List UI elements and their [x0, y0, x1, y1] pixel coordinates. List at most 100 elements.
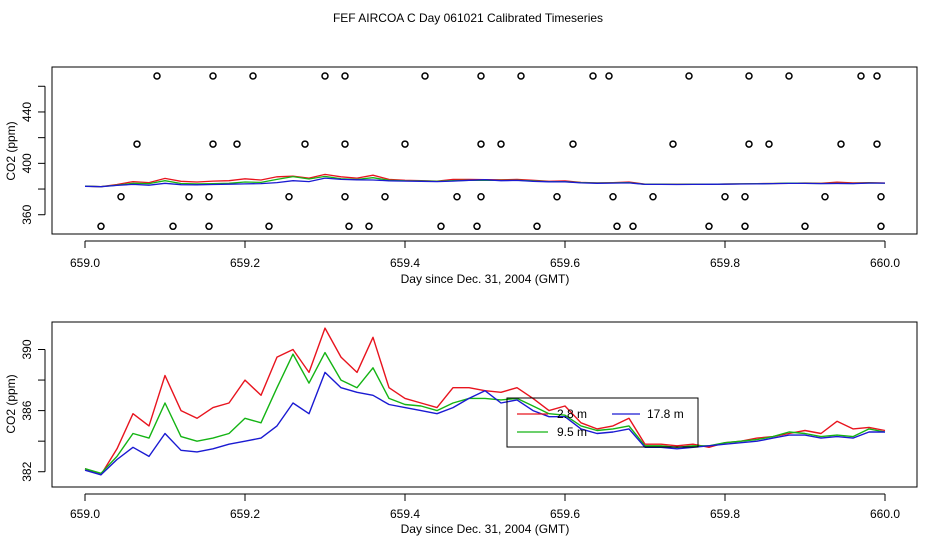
- top-panel: 659.0 659.2 659.4 659.6 659.8 660.0 360 400 440…: [4, 66, 918, 286]
- top-x-axis-label: Day since Dec. 31, 2004 (GMT): [401, 272, 570, 286]
- bottom-panel: 659.0 659.2 659.4 659.6 659.8 660.0 382 386 390…: [4, 321, 918, 536]
- scatter-point: [341, 140, 349, 148]
- x-tick-label: 659.2: [230, 507, 260, 521]
- scatter-point: [821, 192, 829, 201]
- series-line-9-5-m: [84, 351, 886, 474]
- scatter-point: [185, 192, 193, 201]
- scatter-point: [801, 222, 809, 231]
- scatter-point: [345, 222, 353, 231]
- scatter-point: [477, 72, 485, 80]
- scatter-point: [741, 222, 749, 231]
- scatter-point: [421, 72, 429, 80]
- scatter-point: [265, 222, 273, 231]
- scatter-point: [473, 222, 481, 231]
- top-x-axis: 659.0 659.2 659.4 659.6 659.8 660.0: [70, 240, 900, 270]
- scatter-point: [133, 140, 141, 148]
- x-tick-label: 659.0: [70, 256, 100, 270]
- scatter-point: [437, 222, 445, 231]
- top-series-lines: [84, 173, 886, 188]
- scatter-point: [477, 140, 485, 148]
- x-tick-label: 659.2: [230, 256, 260, 270]
- scatter-point: [321, 72, 329, 80]
- bottom-series-lines: [84, 327, 886, 476]
- top-plot-frame: [51, 66, 918, 235]
- scatter-point: [381, 192, 389, 201]
- bottom-y-axis: 382 386 390: [20, 339, 46, 482]
- scatter-point: [629, 222, 637, 231]
- scatter-point: [341, 72, 349, 80]
- scatter-point: [649, 192, 657, 201]
- scatter-point: [669, 140, 677, 148]
- top-scatter-points: [97, 72, 885, 231]
- scatter-point: [205, 192, 213, 201]
- scatter-point: [341, 192, 349, 201]
- x-tick-label: 660.0: [870, 507, 900, 521]
- scatter-point: [553, 192, 561, 201]
- x-tick-label: 659.8: [710, 256, 740, 270]
- bottom-x-axis: 659.0 659.2 659.4 659.6 659.8 660.0: [70, 493, 900, 521]
- scatter-point: [453, 192, 461, 201]
- scatter-point: [613, 222, 621, 231]
- scatter-point: [609, 192, 617, 201]
- scatter-point: [857, 72, 865, 80]
- scatter-point: [497, 140, 505, 148]
- scatter-point: [569, 140, 577, 148]
- figure-title: FEF AIRCOA C Day 061021 Calibrated Times…: [333, 11, 603, 25]
- legend-label-17-8m: 17.8 m: [647, 407, 684, 421]
- x-tick-label: 659.4: [390, 507, 420, 521]
- scatter-point: [153, 72, 161, 80]
- series-line-2-8-m: [84, 327, 886, 476]
- scatter-point: [877, 192, 885, 201]
- y-tick-label: 360: [20, 204, 34, 224]
- scatter-point: [873, 72, 881, 80]
- scatter-point: [745, 140, 753, 148]
- scatter-point: [785, 72, 793, 80]
- top-y-axis-label: CO2 (ppm): [4, 121, 18, 180]
- y-tick-label: 440: [20, 102, 34, 122]
- y-tick-label: 400: [20, 153, 34, 173]
- scatter-point: [745, 72, 753, 80]
- scatter-point: [285, 192, 293, 201]
- top-y-axis: 360 400 440: [20, 85, 46, 225]
- scatter-point: [517, 72, 525, 80]
- scatter-point: [249, 72, 257, 80]
- y-tick-label: 390: [20, 339, 34, 359]
- x-tick-label: 659.6: [550, 507, 580, 521]
- x-tick-label: 659.6: [550, 256, 580, 270]
- bottom-x-axis-label: Day since Dec. 31, 2004 (GMT): [401, 522, 570, 536]
- scatter-point: [209, 140, 217, 148]
- scatter-point: [873, 140, 881, 148]
- x-tick-label: 659.0: [70, 507, 100, 521]
- scatter-point: [365, 222, 373, 231]
- scatter-point: [877, 222, 885, 231]
- scatter-point: [97, 222, 105, 231]
- scatter-point: [605, 72, 613, 80]
- y-tick-label: 382: [20, 461, 34, 481]
- scatter-point: [721, 192, 729, 201]
- bottom-plot-frame: [51, 321, 918, 488]
- scatter-point: [589, 72, 597, 80]
- legend: 2.8 m 17.8 m 9.5 m: [506, 397, 699, 448]
- x-tick-label: 659.8: [710, 507, 740, 521]
- series-line-17-8-m: [84, 371, 885, 476]
- top-series-line: [84, 177, 885, 188]
- scatter-point: [117, 192, 125, 201]
- scatter-point: [205, 222, 213, 231]
- scatter-point: [301, 140, 309, 148]
- x-tick-label: 659.4: [390, 256, 420, 270]
- scatter-point: [169, 222, 177, 231]
- scatter-point: [533, 222, 541, 231]
- scatter-point: [685, 72, 693, 80]
- scatter-point: [837, 140, 845, 148]
- y-tick-label: 386: [20, 400, 34, 420]
- scatter-point: [233, 140, 241, 148]
- scatter-point: [401, 140, 409, 148]
- x-tick-label: 660.0: [870, 256, 900, 270]
- legend-label-9-5m: 9.5 m: [557, 425, 587, 439]
- legend-box: [506, 397, 699, 448]
- legend-label-2-8m: 2.8 m: [557, 407, 587, 421]
- scatter-point: [741, 192, 749, 201]
- bottom-y-axis-label: CO2 (ppm): [4, 374, 18, 433]
- scatter-point: [209, 72, 217, 80]
